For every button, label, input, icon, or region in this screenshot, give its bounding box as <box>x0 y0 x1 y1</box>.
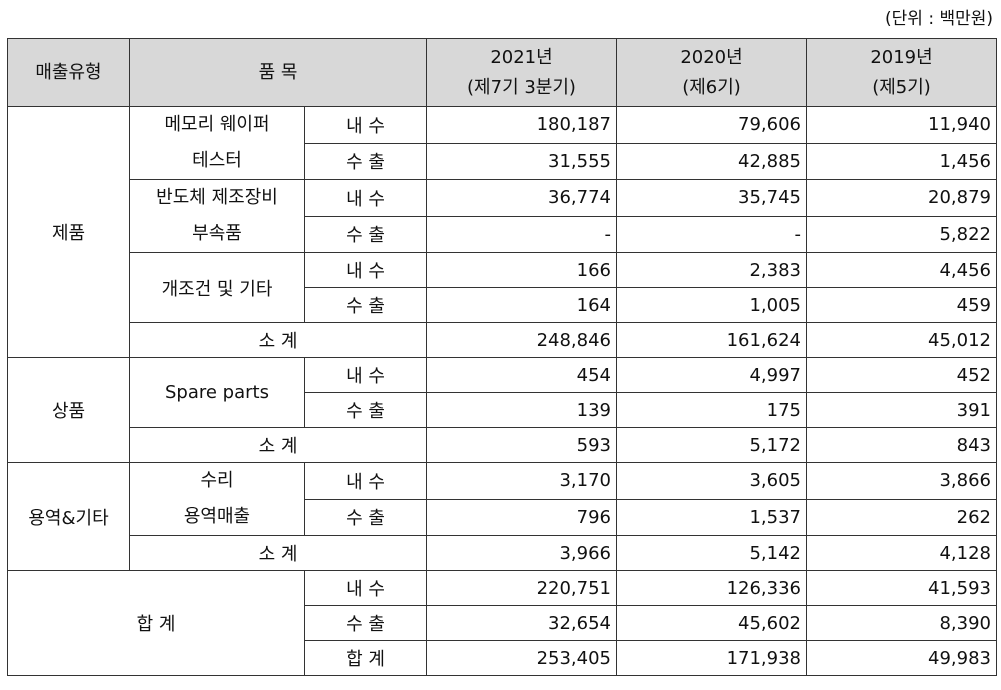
header-sales-type: 매출유형 <box>7 38 130 107</box>
table-row: 반도체 제조장비 부속품 내 수 36,774 35,745 20,879 <box>8 179 997 253</box>
value-cell: 5,142 <box>616 535 807 571</box>
value-cell: 49,983 <box>806 640 997 676</box>
value-cell: 452 <box>806 357 997 393</box>
subtotal-label: 소 계 <box>129 427 427 463</box>
value-cell: 42,885 <box>616 142 807 180</box>
table-row: 수 출 164 1,005 459 <box>8 287 997 323</box>
value-cell: 35,745 <box>616 179 807 217</box>
value-cell: 3,866 <box>806 462 997 500</box>
sub-label: 내 수 <box>304 179 427 217</box>
value-cell: 5,172 <box>616 427 807 463</box>
value-cell: 41,593 <box>806 570 997 606</box>
item-name: Spare parts <box>129 357 305 428</box>
value-cell: 1,537 <box>616 498 807 536</box>
subtotal-row: 소 계 3,966 5,142 4,128 <box>8 535 997 571</box>
group-total: 합 계 <box>7 570 305 676</box>
value-cell: 171,938 <box>616 640 807 676</box>
header-2021: 2021년 (제7기 3분기) <box>426 38 617 107</box>
table-row: 수 출 796 1,537 262 <box>8 498 997 536</box>
subtotal-row: 소 계 248,846 161,624 45,012 <box>8 322 997 358</box>
item-name: 메모리 웨이퍼 테스터 <box>129 106 305 180</box>
table-row: 수 출 139 175 391 <box>8 392 997 428</box>
sub-label: 내 수 <box>304 106 427 144</box>
value-cell: 164 <box>426 287 617 323</box>
value-cell: 166 <box>426 252 617 288</box>
value-cell: 139 <box>426 392 617 428</box>
value-cell: 843 <box>806 427 997 463</box>
value-cell: 796 <box>426 498 617 536</box>
sub-label: 내 수 <box>304 570 427 606</box>
value-cell: 253,405 <box>426 640 617 676</box>
sub-label: 합 계 <box>304 640 427 676</box>
value-cell: 391 <box>806 392 997 428</box>
group-goods: 상품 <box>7 357 130 463</box>
value-cell: 31,555 <box>426 142 617 180</box>
header-row: 매출유형 품 목 2021년 (제7기 3분기) 2020년 (제6기) 2019년… <box>7 38 997 107</box>
value-cell: 459 <box>806 287 997 323</box>
value-cell: - <box>426 215 617 253</box>
value-cell: 180,187 <box>426 106 617 144</box>
header-2019: 2019년 (제5기) <box>806 38 997 107</box>
table-row: 수 출 32,654 45,602 8,390 <box>8 605 997 641</box>
value-cell: 593 <box>426 427 617 463</box>
sales-table: 매출유형 품 목 2021년 (제7기 3분기) 2020년 (제6기) 2019년… <box>7 38 997 676</box>
sub-label: 내 수 <box>304 252 427 288</box>
value-cell: 262 <box>806 498 997 536</box>
group-products: 제품 <box>7 106 130 358</box>
unit-label: (단위 : 백만원) <box>885 9 993 29</box>
value-cell: 45,012 <box>806 322 997 358</box>
value-cell: 32,654 <box>426 605 617 641</box>
sub-label: 수 출 <box>304 392 427 428</box>
table-row: 개조건 및 기타 내 수 166 2,383 4,456 <box>8 252 997 323</box>
value-cell: 175 <box>616 392 807 428</box>
header-2020: 2020년 (제6기) <box>616 38 807 107</box>
value-cell: 3,966 <box>426 535 617 571</box>
table-row: 수 출 31,555 42,885 1,456 <box>8 142 997 180</box>
value-cell: 161,624 <box>616 322 807 358</box>
sub-label: 수 출 <box>304 605 427 641</box>
value-cell: 20,879 <box>806 179 997 217</box>
subtotal-row: 소 계 593 5,172 843 <box>8 427 997 463</box>
subtotal-label: 소 계 <box>129 322 427 358</box>
value-cell: 4,128 <box>806 535 997 571</box>
value-cell: 3,170 <box>426 462 617 500</box>
value-cell: 454 <box>426 357 617 393</box>
value-cell: 126,336 <box>616 570 807 606</box>
value-cell: 4,997 <box>616 357 807 393</box>
table-row: 제품 메모리 웨이퍼 테스터 내 수 180,187 79,606 11,940 <box>7 106 997 358</box>
value-cell: 45,602 <box>616 605 807 641</box>
table-row: 수 출 - - 5,822 <box>8 215 997 253</box>
sub-label: 수 출 <box>304 142 427 180</box>
value-cell: 11,940 <box>806 106 997 144</box>
sub-label: 내 수 <box>304 357 427 393</box>
sub-label: 내 수 <box>304 462 427 500</box>
value-cell: 8,390 <box>806 605 997 641</box>
table-row: 상품 Spare parts 내 수 454 4,997 452 <box>7 357 997 463</box>
sub-label: 수 출 <box>304 498 427 536</box>
sub-label: 수 출 <box>304 215 427 253</box>
value-cell: 3,605 <box>616 462 807 500</box>
value-cell: 1,005 <box>616 287 807 323</box>
value-cell: 5,822 <box>806 215 997 253</box>
table-row: 용역&기타 수리 용역매출 내 수 3,170 3,605 3,866 <box>7 462 997 571</box>
table-row: 합 계 내 수 220,751 126,336 41,593 <box>7 570 997 676</box>
value-cell: 1,456 <box>806 142 997 180</box>
value-cell: 79,606 <box>616 106 807 144</box>
header-item: 품 목 <box>129 38 427 107</box>
item-name: 수리 용역매출 <box>129 462 305 536</box>
value-cell: 2,383 <box>616 252 807 288</box>
value-cell: 220,751 <box>426 570 617 606</box>
value-cell: 36,774 <box>426 179 617 217</box>
table-row: 합 계 253,405 171,938 49,983 <box>8 640 997 676</box>
sub-label: 수 출 <box>304 287 427 323</box>
value-cell: 4,456 <box>806 252 997 288</box>
subtotal-label: 소 계 <box>129 535 427 571</box>
value-cell: - <box>616 215 807 253</box>
item-name: 개조건 및 기타 <box>129 252 305 323</box>
value-cell: 248,846 <box>426 322 617 358</box>
group-services: 용역&기타 <box>7 462 130 571</box>
item-name: 반도체 제조장비 부속품 <box>129 179 305 253</box>
